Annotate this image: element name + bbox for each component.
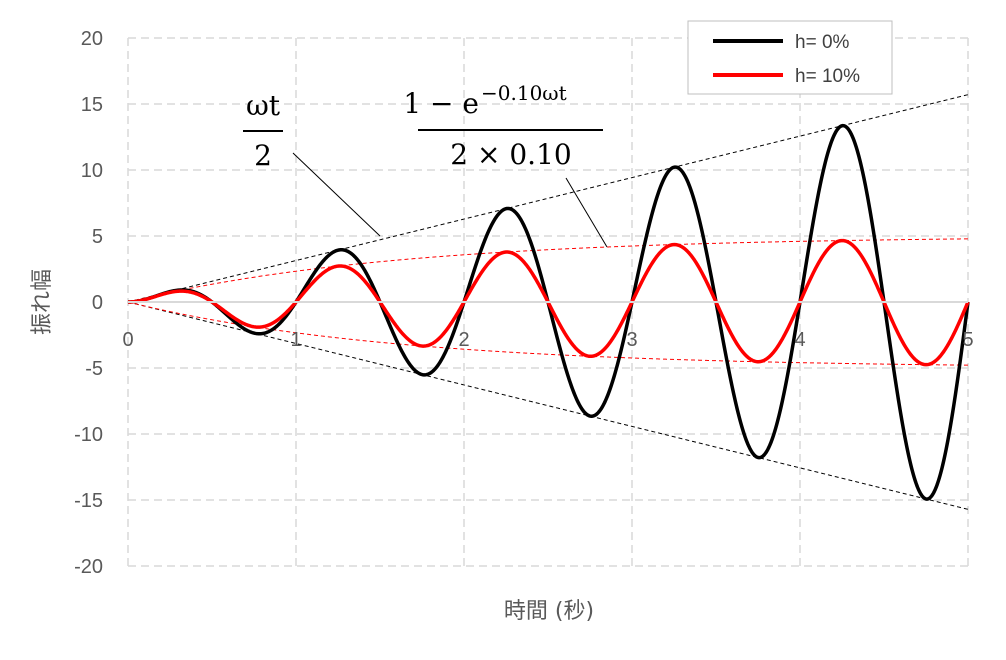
legend-label-h10: h= 10% — [795, 66, 860, 87]
envelope-h0-lower — [127, 301, 969, 510]
annotation-damped-envelope: 1 − e −0.10ωt 2 × 0.10 — [403, 81, 608, 248]
x-tick-label: 1 — [290, 329, 301, 351]
annotation-1-denominator: 2 — [254, 139, 272, 172]
annotation-2-denominator: 2 × 0.10 — [450, 138, 571, 171]
series-line-h0 — [127, 123, 970, 501]
y-tick-label: -5 — [85, 358, 103, 380]
envelope-lines — [127, 94, 969, 510]
envelope-h0-upper — [127, 94, 969, 303]
annotation-2-leader — [565, 177, 608, 248]
y-axis-title: 振れ幅 — [30, 269, 55, 335]
y-tick-label: -20 — [74, 556, 103, 578]
annotation-1-numerator: ωt — [246, 89, 281, 122]
series-lines — [127, 123, 970, 501]
legend: h= 0% h= 10% — [687, 20, 893, 95]
y-tick-labels: 20 15 10 5 0 -5 -10 -15 -20 — [74, 28, 103, 578]
y-tick-label: 15 — [81, 94, 103, 116]
y-tick-label: -15 — [74, 490, 103, 512]
envelope-h10-upper — [127, 238, 969, 303]
envelope-h10-lower — [127, 301, 969, 366]
y-tick-label: 5 — [92, 226, 103, 248]
y-tick-label: 20 — [81, 28, 103, 50]
annotation-linear-envelope: ωt 2 — [243, 89, 381, 237]
legend-box — [687, 20, 893, 95]
y-tick-label: -10 — [74, 424, 103, 446]
x-tick-label: 3 — [626, 329, 637, 351]
x-tick-label: 0 — [122, 329, 133, 351]
x-tick-label: 2 — [458, 329, 469, 351]
x-tick-label: 4 — [794, 329, 805, 351]
y-tick-label: 0 — [92, 292, 103, 314]
x-tick-labels: 0 1 2 3 4 5 — [122, 329, 973, 351]
x-axis-title: 時間 (秒) — [504, 599, 594, 624]
annotation-1-leader — [292, 152, 381, 237]
annotation-2-exponent: −0.10ωt — [481, 81, 567, 105]
legend-label-h0: h= 0% — [795, 32, 850, 53]
annotation-2-numerator: 1 − e — [403, 87, 479, 120]
x-tick-label: 5 — [962, 329, 973, 351]
y-tick-label: 10 — [81, 160, 103, 182]
